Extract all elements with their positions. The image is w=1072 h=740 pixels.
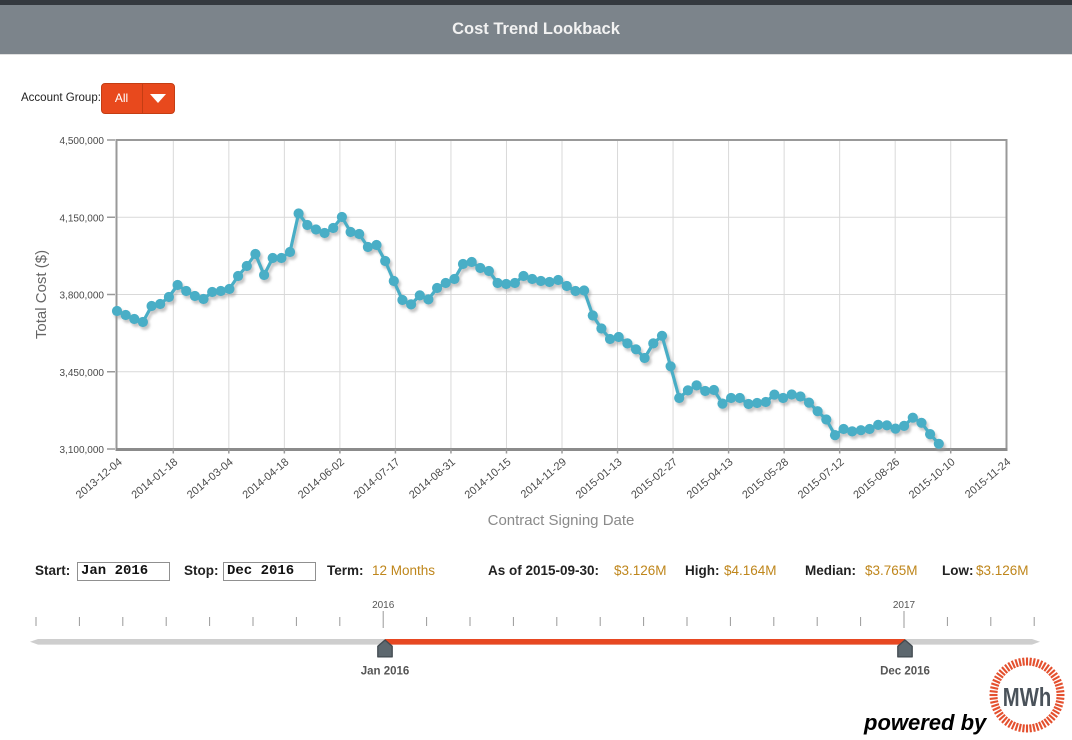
svg-text:2016: 2016 [372, 600, 395, 611]
svg-text:Dec 2016: Dec 2016 [880, 666, 930, 678]
svg-text:2017: 2017 [893, 600, 916, 611]
svg-text:3,100,000: 3,100,000 [60, 445, 105, 456]
svg-text:Jan 2016: Jan 2016 [361, 666, 410, 678]
svg-text:3,800,000: 3,800,000 [60, 291, 105, 302]
svg-text:4,500,000: 4,500,000 [60, 136, 105, 147]
svg-text:3,450,000: 3,450,000 [60, 368, 105, 379]
svg-text:Total Cost ($): Total Cost ($) [33, 250, 50, 339]
svg-text:MWh: MWh [1003, 683, 1051, 712]
svg-text:4,150,000: 4,150,000 [60, 213, 105, 224]
svg-text:Contract Signing Date: Contract Signing Date [488, 512, 635, 529]
